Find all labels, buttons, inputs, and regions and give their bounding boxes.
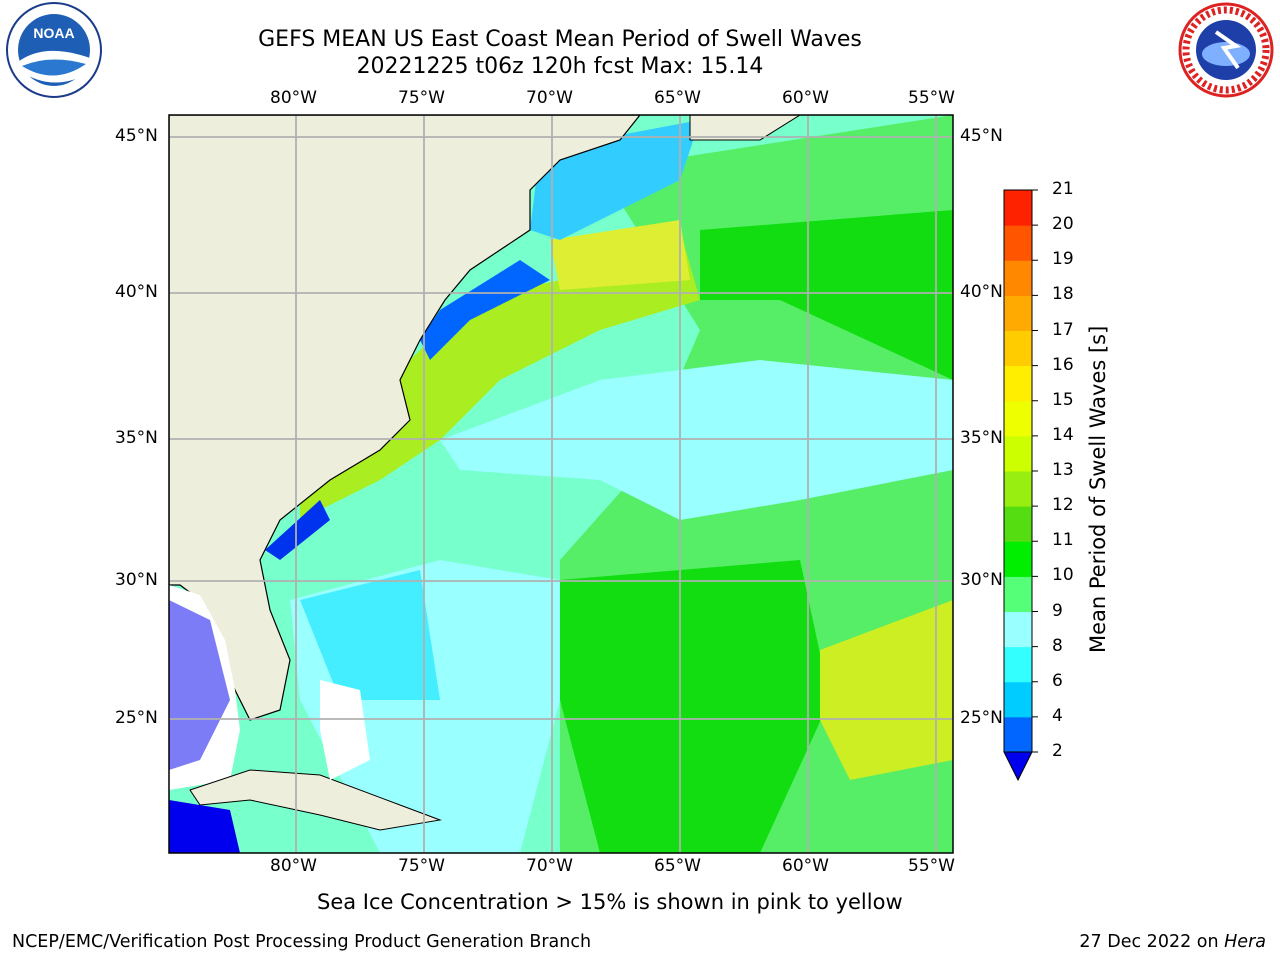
lat-label-left-40n: 40°N <box>115 282 158 302</box>
colorbar-segment <box>1004 716 1032 753</box>
lat-label-left-35n: 35°N <box>115 428 158 448</box>
lon-label-bottom-65w: 65°W <box>654 856 701 876</box>
colorbar-segment <box>1004 365 1032 402</box>
sea-ice-note: Sea Ice Concentration > 15% is shown in … <box>317 890 903 914</box>
colorbar-tick-label: 21 <box>1052 179 1074 199</box>
lon-label-bottom-80w: 80°W <box>270 856 317 876</box>
colorbar-under-arrow <box>1003 751 1033 782</box>
nearshore-blue-nj <box>420 260 550 360</box>
lon-label-top-70w: 70°W <box>526 88 573 108</box>
lat-label-left-45n: 45°N <box>115 126 158 146</box>
colorbar-segment <box>1004 576 1032 612</box>
lat-label-right-25n: 25°N <box>960 708 1003 728</box>
colorbar-tick-label: 19 <box>1052 249 1074 270</box>
lon-label-bottom-75w: 75°W <box>398 856 445 876</box>
colorbar-segment <box>1004 611 1032 648</box>
swell-zone-10s-south <box>560 560 830 853</box>
bahamas-no-data <box>320 680 370 780</box>
lat-label-right-35n: 35°N <box>960 428 1003 448</box>
nearshore-blue-georgia <box>265 500 330 560</box>
colorbar-label: Mean Period of Swell Waves [s] <box>1086 325 1110 653</box>
colorbar-segment <box>1004 330 1032 367</box>
lat-label-right-40n: 40°N <box>960 282 1003 302</box>
lon-label-top-55w: 55°W <box>908 88 955 108</box>
colorbar-segment <box>1004 225 1032 261</box>
lon-label-top-60w: 60°W <box>782 88 829 108</box>
footer-host: Hera <box>1224 932 1266 952</box>
swell-zone-13s-north <box>550 220 690 290</box>
colorbar-tick-label: 11 <box>1052 530 1074 551</box>
colorbar-tick-label: 14 <box>1052 424 1074 445</box>
footer-branch: NCEP/EMC/Verification Post Processing Pr… <box>12 932 592 952</box>
grid-lines <box>169 115 953 853</box>
swell-zone-10s-north <box>700 210 953 380</box>
footer-date: 27 Dec 2022 on <box>1079 932 1225 952</box>
colorbar-tick-label: 2 <box>1052 741 1063 761</box>
map-frame <box>168 114 954 854</box>
colorbar-tick-label: 15 <box>1052 389 1074 410</box>
colorbar-tick-label: 4 <box>1052 705 1063 726</box>
swell-zone-6s-south <box>300 570 440 700</box>
colorbar-tick-label: 13 <box>1052 460 1074 480</box>
colorbar-tick-label: 16 <box>1052 354 1074 375</box>
colorbar-segment <box>1004 541 1032 577</box>
lon-label-bottom-55w: 55°W <box>908 856 955 876</box>
swell-zone-13s-southeast <box>820 600 953 780</box>
colorbar-tick-label: 9 <box>1052 600 1063 621</box>
land-cuba <box>189 769 442 831</box>
lon-label-top-80w: 80°W <box>270 88 317 108</box>
colorbar-segment <box>1004 190 1032 226</box>
colorbar-segment <box>1004 295 1032 331</box>
lat-label-left-30n: 30°N <box>115 570 158 590</box>
colorbar <box>1003 189 1038 782</box>
swell-zone-12s-gulfstream <box>300 230 700 520</box>
lon-label-bottom-60w: 60°W <box>782 856 829 876</box>
colorbar-segment <box>1004 435 1032 472</box>
land-nova-scotia <box>689 115 801 141</box>
colorbar-segment <box>1004 260 1032 296</box>
map-title: GEFS MEAN US East Coast Mean Period of S… <box>258 27 862 52</box>
nws-logo <box>1176 2 1276 102</box>
colorbar-tick-label: 18 <box>1052 284 1074 305</box>
colorbar-segment <box>1004 681 1032 718</box>
caribbean-blue <box>169 800 240 853</box>
footer-date-host: 27 Dec 2022 on Hera <box>1079 932 1266 952</box>
noaa-logo: NOAA <box>4 2 104 102</box>
lat-label-right-30n: 30°N <box>960 570 1003 590</box>
colorbar-segment <box>1004 471 1032 507</box>
swell-zone-8s-central <box>440 360 953 520</box>
colorbar-tick-label: 20 <box>1052 214 1074 235</box>
colorbar-tick-label: 6 <box>1052 670 1063 691</box>
colorbar-segment <box>1004 506 1032 542</box>
lon-label-top-65w: 65°W <box>654 88 701 108</box>
gulf-blue-patches <box>169 600 230 770</box>
noaa-logo-text: NOAA <box>33 25 74 41</box>
colorbar-tick-label: 8 <box>1052 635 1063 656</box>
colorbar-segment <box>1004 646 1032 683</box>
lon-label-bottom-70w: 70°W <box>526 856 573 876</box>
colorbar-tick-label: 10 <box>1052 565 1074 586</box>
lat-label-right-45n: 45°N <box>960 126 1003 146</box>
colorbar-tick-label: 17 <box>1052 319 1074 340</box>
colorbar-segment <box>1004 400 1032 437</box>
lat-label-left-25n: 25°N <box>115 708 158 728</box>
map-subtitle-forecast: 20221225 t06z 120h fcst Max: 15.14 <box>356 54 764 79</box>
colorbar-tick-label: 12 <box>1052 495 1074 516</box>
lon-label-top-75w: 75°W <box>398 88 445 108</box>
